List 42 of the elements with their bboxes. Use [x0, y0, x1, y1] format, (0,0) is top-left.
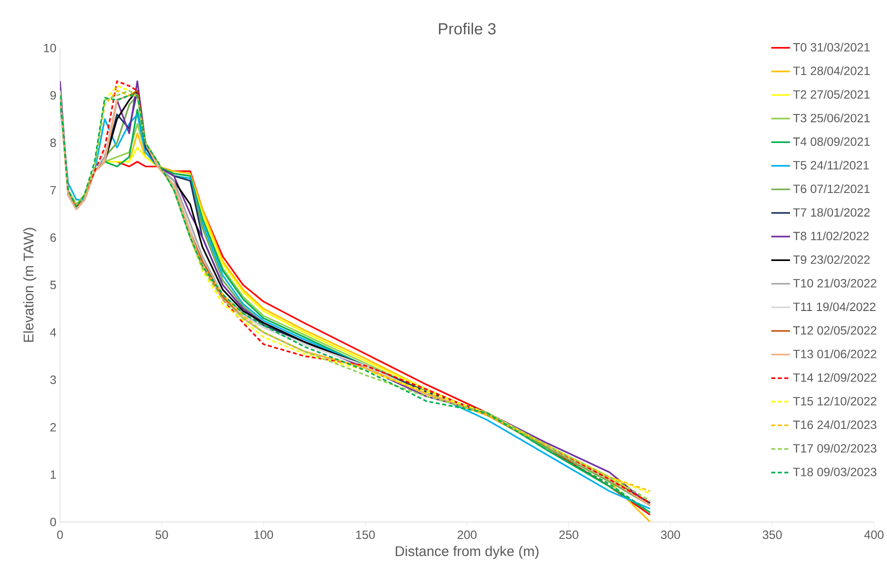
- y-tick-label: 9: [50, 91, 56, 100]
- x-axis-title: Distance from dyke (m): [396, 546, 538, 559]
- legend-label: T5 24/11/2021: [793, 160, 869, 170]
- y-tick-label: 2: [50, 423, 56, 432]
- legend-label: T11 19/04/2022: [793, 302, 876, 312]
- legend-label: T8 11/02/2022: [793, 231, 869, 240]
- y-tick-label: 6: [50, 233, 56, 242]
- y-axis-title: Elevation (m TAW): [23, 228, 36, 342]
- legend-label: T17 09/02/2023: [793, 444, 876, 453]
- y-tick-label: 10: [44, 44, 56, 52]
- y-tick-label: 0: [50, 518, 56, 526]
- y-tick-label: 7: [50, 186, 56, 194]
- x-tick-label: 50: [156, 530, 168, 540]
- x-tick-label: 300: [660, 530, 680, 540]
- legend-label: T0 31/03/2021: [793, 42, 870, 52]
- y-tick-label: 3: [50, 376, 56, 384]
- legend-label: T18 09/03/2023: [793, 467, 876, 476]
- legend-label: T15 12/10/2022: [793, 396, 876, 406]
- legend-label: T4 08/09/2021: [793, 137, 870, 146]
- legend-label: T7 18/01/2022: [793, 208, 870, 217]
- legend-label: T16 24/01/2023: [793, 420, 876, 430]
- legend-label: T3 25/06/2021: [793, 114, 870, 122]
- legend-label: T12 02/05/2022: [793, 326, 876, 335]
- legend-label: T14 12/09/2022: [793, 373, 876, 382]
- x-tick-label: 100: [254, 530, 274, 540]
- legend-label: T6 07/12/2021: [793, 184, 870, 194]
- x-tick-label: 350: [762, 530, 782, 540]
- y-tick-label: 8: [50, 138, 56, 148]
- x-tick-label: 200: [458, 530, 477, 540]
- legend-label: T13 01/06/2022: [793, 349, 876, 358]
- y-tick-label: 4: [50, 328, 56, 337]
- legend-label: T9 23/02/2022: [793, 255, 870, 264]
- legend-label: T1 28/04/2021: [793, 66, 870, 76]
- x-tick-label: 0: [57, 530, 63, 540]
- legend-label: T2 27/05/2021: [793, 90, 870, 99]
- legend-label: T10 21/03/2022: [793, 278, 876, 288]
- x-tick-label: 150: [356, 530, 375, 540]
- y-tick-label: 1: [50, 470, 56, 479]
- x-tick-label: 400: [864, 530, 884, 540]
- y-tick-label: 5: [50, 280, 56, 290]
- chart-title: Profile 3: [438, 22, 496, 34]
- x-tick-label: 250: [559, 530, 578, 540]
